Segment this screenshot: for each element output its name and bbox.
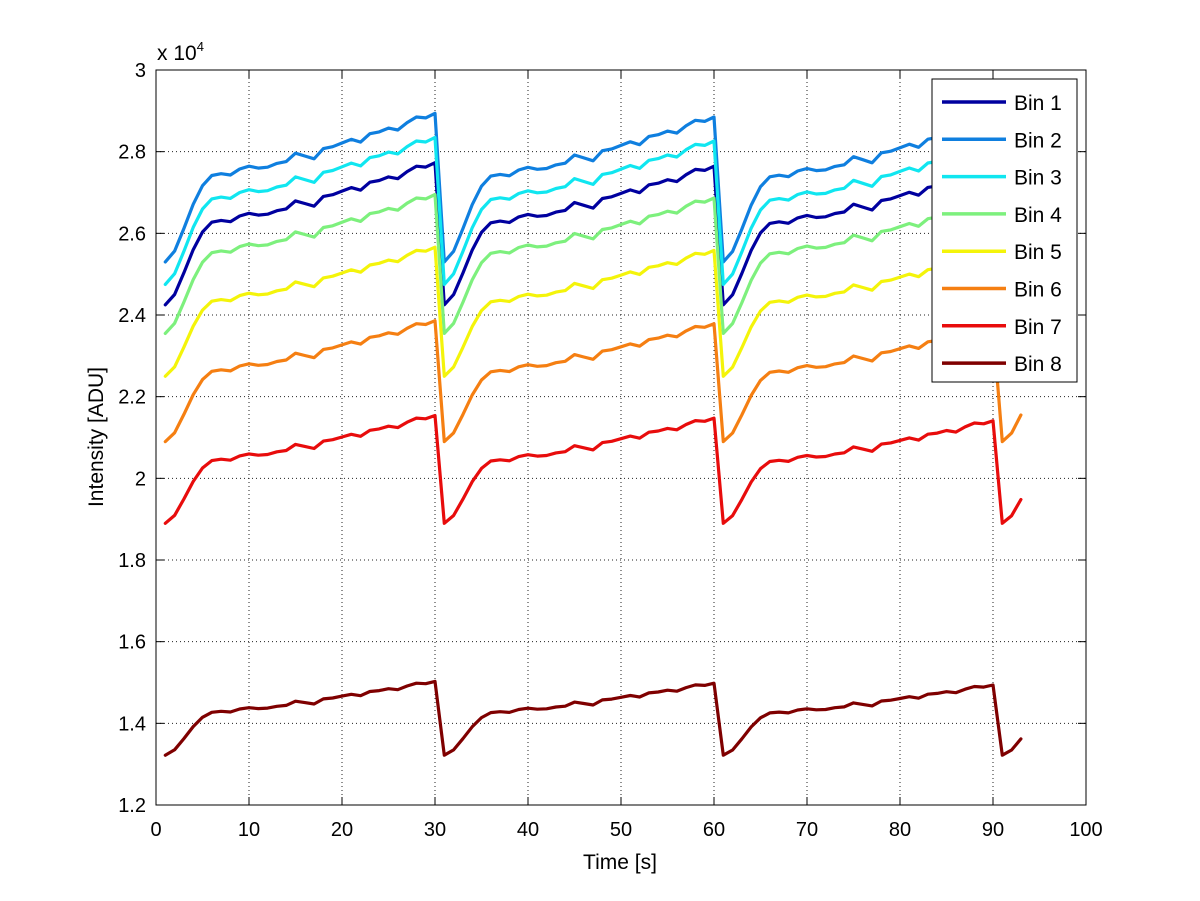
y-tick-label: 1.4 xyxy=(118,713,146,735)
legend: Bin 1 Bin 2 Bin 3 Bin 4 Bin 5 Bin 6 Bin 7 Bin 8 xyxy=(931,78,1078,383)
x-tick-label: 20 xyxy=(331,819,353,841)
legend-label-bin-8: Bin 8 xyxy=(1014,353,1062,376)
x-tick-label: 50 xyxy=(610,819,632,841)
series-group xyxy=(163,111,1023,757)
legend-label-bin-3: Bin 3 xyxy=(1014,167,1062,190)
x-tick-label: 0 xyxy=(150,819,161,841)
series-line-bin-5 xyxy=(163,245,1023,378)
legend-label-bin-4: Bin 4 xyxy=(1014,204,1062,227)
y-tick-label: 1.2 xyxy=(118,795,146,817)
y-axis-label: Intensity [ADU] xyxy=(85,367,108,507)
series-line-bin-3 xyxy=(163,135,1023,286)
x-tick-label: 90 xyxy=(982,819,1004,841)
y-exponent-label: x 104 xyxy=(157,39,204,65)
series-line-bin-6 xyxy=(163,319,1023,444)
y-tick-label: 2.6 xyxy=(118,223,146,245)
y-tick-label: 2.4 xyxy=(118,305,146,327)
series-line-bin-7 xyxy=(163,413,1023,525)
y-tick-label: 2.8 xyxy=(118,142,146,164)
y-tick-label: 3 xyxy=(135,60,146,82)
y-tick-label: 1.6 xyxy=(118,632,146,654)
legend-label-bin-2: Bin 2 xyxy=(1014,129,1062,152)
x-axis-label: Time [s] xyxy=(583,851,657,874)
legend-label-bin-6: Bin 6 xyxy=(1014,279,1062,302)
x-tick-label: 100 xyxy=(1069,819,1102,841)
y-tick-label: 2 xyxy=(135,468,146,490)
x-tick-label: 60 xyxy=(703,819,725,841)
legend-label-bin-1: Bin 1 xyxy=(1014,92,1062,115)
x-tick-label: 30 xyxy=(424,819,446,841)
x-tick-label: 70 xyxy=(796,819,818,841)
series-line-bin-4 xyxy=(163,192,1023,335)
x-tick-label: 40 xyxy=(517,819,539,841)
series-line-bin-8 xyxy=(163,679,1023,757)
ticks: 0 10 20 30 40 50 60 70 80 90 100 1.2 1.4 1.6 1.8 2 2.2 2.… xyxy=(118,60,1103,841)
x-tick-label: 10 xyxy=(238,819,260,841)
grid xyxy=(156,70,1086,805)
series-line-bin-1 xyxy=(163,161,1023,307)
series-line-bin-2 xyxy=(163,111,1023,264)
y-tick-label: 1.8 xyxy=(118,550,146,572)
legend-box xyxy=(931,78,1078,383)
y-tick-label: 2.2 xyxy=(118,387,146,409)
legend-label-bin-7: Bin 7 xyxy=(1014,316,1062,339)
legend-label-bin-5: Bin 5 xyxy=(1014,241,1062,264)
x-tick-label: 80 xyxy=(889,819,911,841)
